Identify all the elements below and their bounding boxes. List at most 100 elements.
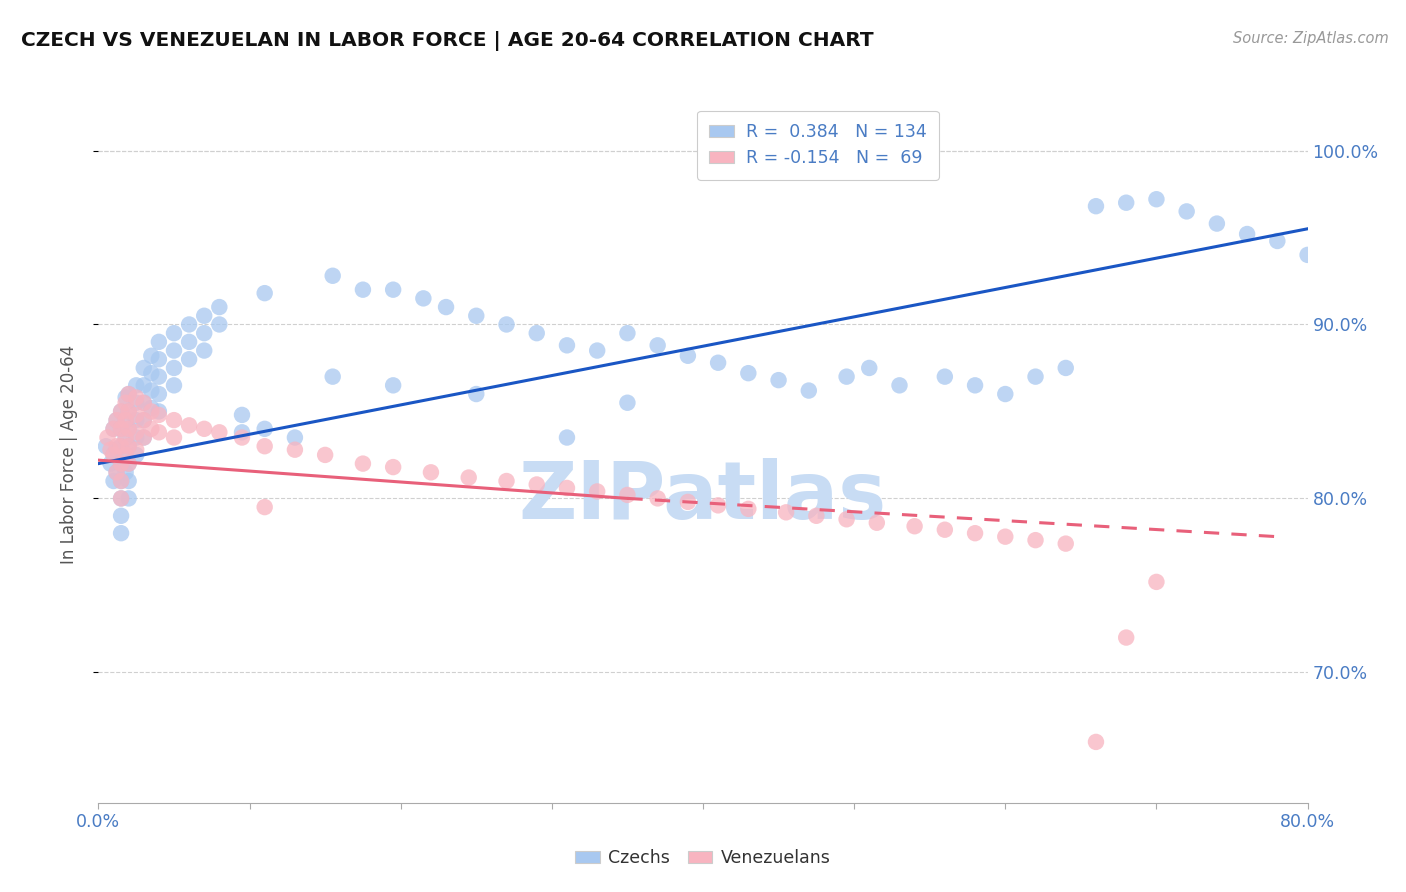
Point bbox=[676, 495, 699, 509]
Point bbox=[110, 457, 132, 471]
Point bbox=[1024, 369, 1046, 384]
Point bbox=[231, 408, 253, 422]
Point bbox=[163, 431, 186, 445]
Point bbox=[110, 474, 132, 488]
Point bbox=[105, 442, 128, 457]
Point bbox=[125, 391, 148, 405]
Point bbox=[105, 466, 128, 480]
Point bbox=[768, 373, 790, 387]
Point bbox=[806, 508, 828, 523]
Point bbox=[132, 413, 155, 427]
Point bbox=[352, 457, 374, 471]
Point bbox=[965, 378, 987, 392]
Point bbox=[132, 395, 155, 409]
Point bbox=[179, 318, 201, 332]
Point bbox=[1085, 735, 1108, 749]
Point bbox=[253, 439, 276, 453]
Point bbox=[737, 501, 759, 516]
Point bbox=[994, 530, 1017, 544]
Point bbox=[616, 395, 638, 409]
Point bbox=[382, 283, 405, 297]
Point bbox=[382, 378, 405, 392]
Point bbox=[835, 369, 858, 384]
Text: CZECH VS VENEZUELAN IN LABOR FORCE | AGE 20-64 CORRELATION CHART: CZECH VS VENEZUELAN IN LABOR FORCE | AGE… bbox=[21, 31, 873, 51]
Point bbox=[495, 474, 517, 488]
Point bbox=[125, 431, 148, 445]
Point bbox=[934, 369, 956, 384]
Point bbox=[737, 366, 759, 380]
Point bbox=[179, 352, 201, 367]
Point bbox=[253, 500, 276, 514]
Point bbox=[382, 460, 405, 475]
Point bbox=[110, 404, 132, 418]
Point bbox=[412, 291, 434, 305]
Point bbox=[110, 508, 132, 523]
Point bbox=[208, 318, 231, 332]
Point bbox=[114, 431, 136, 445]
Point bbox=[163, 360, 186, 375]
Point bbox=[125, 413, 148, 427]
Point bbox=[110, 422, 132, 436]
Point bbox=[103, 474, 125, 488]
Point bbox=[994, 387, 1017, 401]
Point bbox=[100, 442, 122, 457]
Point bbox=[110, 491, 132, 506]
Point bbox=[118, 387, 141, 401]
Point bbox=[110, 404, 132, 418]
Point bbox=[647, 338, 669, 352]
Point bbox=[965, 526, 987, 541]
Point bbox=[125, 395, 148, 409]
Point bbox=[114, 413, 136, 427]
Point bbox=[100, 457, 122, 471]
Point bbox=[231, 431, 253, 445]
Point bbox=[193, 326, 215, 340]
Point bbox=[193, 309, 215, 323]
Point bbox=[676, 349, 699, 363]
Point bbox=[132, 413, 155, 427]
Point bbox=[125, 425, 148, 440]
Point bbox=[420, 466, 443, 480]
Point bbox=[110, 422, 132, 436]
Point bbox=[495, 318, 517, 332]
Point bbox=[125, 378, 148, 392]
Point bbox=[586, 343, 609, 358]
Point bbox=[103, 448, 125, 462]
Point bbox=[555, 481, 578, 495]
Point bbox=[114, 466, 136, 480]
Point bbox=[555, 338, 578, 352]
Point bbox=[707, 356, 730, 370]
Point bbox=[132, 431, 155, 445]
Point bbox=[105, 466, 128, 480]
Point bbox=[314, 448, 336, 462]
Point bbox=[141, 404, 163, 418]
Text: ZIPatlas: ZIPatlas bbox=[519, 458, 887, 536]
Point bbox=[616, 326, 638, 340]
Point bbox=[193, 343, 215, 358]
Point bbox=[110, 439, 132, 453]
Point bbox=[114, 448, 136, 462]
Point bbox=[125, 448, 148, 462]
Point bbox=[114, 448, 136, 462]
Point bbox=[114, 395, 136, 409]
Point bbox=[110, 457, 132, 471]
Point bbox=[1206, 217, 1229, 231]
Point bbox=[105, 439, 128, 453]
Point bbox=[118, 457, 141, 471]
Point bbox=[1115, 631, 1137, 645]
Point bbox=[835, 512, 858, 526]
Legend: Czechs, Venezuelans: Czechs, Venezuelans bbox=[568, 842, 838, 874]
Point bbox=[125, 442, 148, 457]
Point bbox=[934, 523, 956, 537]
Point bbox=[179, 334, 201, 349]
Text: Source: ZipAtlas.com: Source: ZipAtlas.com bbox=[1233, 31, 1389, 46]
Point bbox=[616, 488, 638, 502]
Point bbox=[1236, 227, 1258, 241]
Point bbox=[103, 422, 125, 436]
Point bbox=[163, 413, 186, 427]
Point bbox=[118, 491, 141, 506]
Point bbox=[110, 439, 132, 453]
Point bbox=[526, 326, 548, 340]
Point bbox=[125, 408, 148, 422]
Point bbox=[465, 309, 488, 323]
Point bbox=[208, 425, 231, 440]
